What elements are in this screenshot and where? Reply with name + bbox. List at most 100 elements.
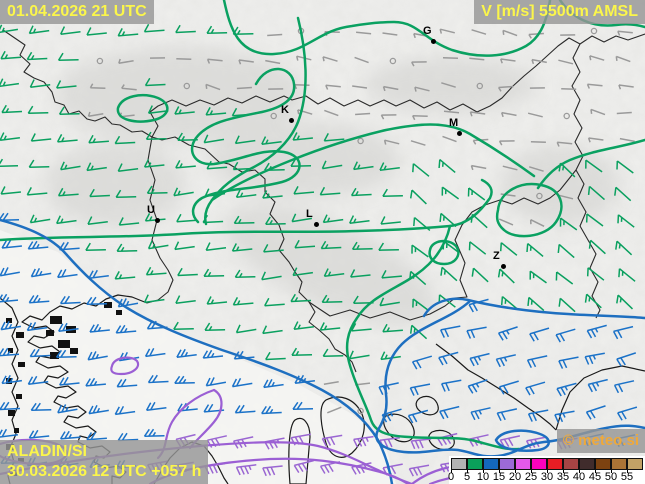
wind-barb	[617, 214, 635, 228]
wind-barb	[235, 189, 257, 198]
wind-barb	[29, 79, 51, 88]
parameter-box: V [m/s] 5500m AMSL	[474, 0, 645, 24]
legend-swatch	[499, 458, 515, 470]
wind-barb	[232, 297, 254, 306]
wind-barb	[321, 434, 343, 447]
wind-barb	[530, 140, 546, 144]
wind-barb	[410, 140, 426, 146]
wind-barb	[206, 296, 228, 305]
wind-barb	[173, 187, 194, 197]
wind-barb	[441, 82, 456, 88]
coast-croatia	[435, 343, 645, 431]
wind-barb	[114, 135, 136, 145]
wind-barb	[85, 242, 106, 252]
wind-barb	[56, 80, 77, 89]
wind-barb	[324, 109, 339, 117]
wind-barb	[618, 268, 636, 282]
legend-tick	[451, 470, 452, 473]
wind-barb	[439, 405, 460, 420]
wind-barb	[261, 136, 282, 145]
city-dot	[501, 264, 506, 269]
wind-barb	[233, 215, 255, 225]
wind-barb	[499, 58, 516, 64]
wind-barb	[612, 325, 634, 340]
speed-legend: 0 5 10 15 20 25 30 35 40 45 50 55	[448, 456, 645, 484]
wind-barb	[585, 159, 603, 173]
wind-barb	[87, 111, 104, 118]
credit-link[interactable]: © meteo.si	[562, 432, 639, 449]
legend-swatch	[547, 458, 563, 470]
wind-barb	[587, 185, 605, 201]
legend-value: 55	[620, 471, 634, 483]
wind-barb	[0, 401, 21, 411]
wind-barb	[173, 321, 194, 331]
wind-barb	[205, 107, 227, 116]
wind-barb	[290, 433, 311, 446]
legend-value: 0	[447, 471, 455, 483]
wind-barb	[471, 267, 489, 283]
wind-barb	[438, 351, 459, 366]
wind-barb	[350, 187, 372, 197]
wind-barb	[293, 321, 314, 330]
country-borders	[2, 29, 645, 373]
contour-green-mid	[0, 178, 493, 242]
city-label: M	[449, 117, 459, 129]
legend-tick	[547, 470, 548, 473]
wind-barb	[60, 161, 81, 171]
wind-barb	[617, 30, 633, 36]
wind-barb	[59, 430, 81, 440]
wind-barb	[498, 380, 519, 395]
contour-blue-loop	[494, 429, 550, 452]
wind-barb	[469, 352, 490, 367]
border-southeast	[308, 169, 577, 321]
wind-barb	[411, 244, 429, 258]
wind-barb	[325, 84, 341, 90]
wind-barb	[234, 269, 256, 278]
wind-barb	[327, 406, 342, 414]
wind-barb	[412, 298, 430, 312]
credit-box[interactable]: © meteo.si	[556, 429, 645, 453]
legend-value: 15	[492, 471, 506, 483]
wind-barb	[352, 85, 368, 89]
wind-barb	[261, 405, 282, 415]
wind-barb	[613, 380, 635, 394]
wind-barb	[321, 160, 343, 170]
wind-barb	[586, 83, 603, 89]
legend-tick	[627, 470, 628, 473]
legend-tick	[499, 470, 500, 473]
legend-swatch	[483, 458, 499, 470]
wind-barb	[177, 267, 198, 277]
wind-barb	[144, 347, 166, 358]
wind-barb	[174, 106, 195, 115]
legend-value: 30	[540, 471, 554, 483]
city-dot	[431, 39, 436, 44]
wind-barb	[30, 402, 52, 412]
wind-barb	[117, 28, 139, 37]
wind-barb	[0, 428, 18, 438]
wind-barb	[145, 131, 167, 141]
wind-barb	[500, 296, 519, 310]
wind-barb	[382, 323, 403, 333]
wind-barb	[499, 242, 518, 256]
wind-barb	[238, 59, 254, 65]
city-dot	[289, 118, 294, 123]
legend-tick	[563, 470, 564, 473]
wind-barb	[502, 29, 518, 37]
wind-barb	[585, 213, 604, 227]
wind-barb	[204, 322, 226, 331]
wind-barb	[353, 161, 374, 171]
legend-tick	[515, 470, 516, 473]
wind-barb	[236, 86, 252, 90]
city-label: G	[423, 25, 432, 37]
wind-barb	[527, 409, 549, 422]
wind-barb	[498, 218, 514, 226]
wind-barb	[470, 164, 487, 171]
wind-barb	[118, 217, 140, 226]
legend-swatch	[611, 458, 627, 470]
wind-barb	[0, 24, 19, 34]
wind-barb	[205, 83, 221, 91]
border-north	[149, 33, 645, 138]
legend-value: 10	[476, 471, 490, 483]
border-west	[146, 136, 174, 304]
legend-tick	[579, 470, 580, 473]
